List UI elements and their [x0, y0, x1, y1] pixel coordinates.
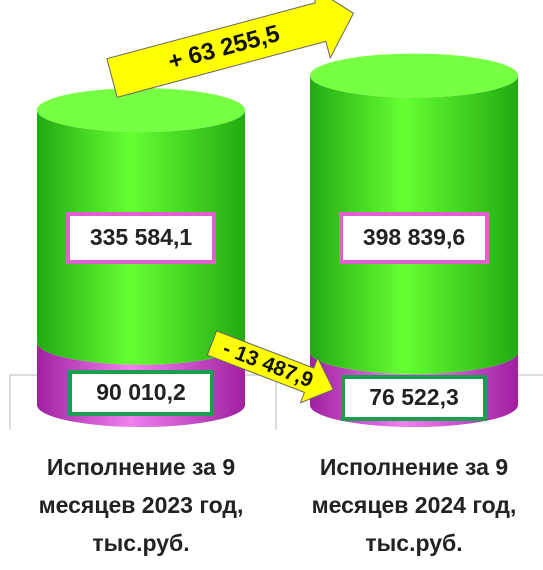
label-box [66, 212, 216, 264]
arrow-shape [106, 0, 355, 98]
arrow-shape [206, 330, 335, 404]
label-box [341, 375, 487, 421]
label-box [68, 370, 214, 416]
cylinder-top [310, 53, 518, 98]
data-label: 335 584,1 [90, 224, 193, 250]
category-label: Исполнение за 9 месяцев 2023 год, тыс.ру… [38, 454, 244, 556]
label-box [339, 212, 489, 264]
data-label: 398 839,6 [363, 224, 465, 250]
cylinder-top [37, 88, 245, 133]
data-label: 76 522,3 [369, 384, 459, 410]
category-label: Исполнение за 9 месяцев 2024 год, тыс.ру… [311, 454, 517, 556]
data-label: 90 010,2 [96, 379, 186, 405]
